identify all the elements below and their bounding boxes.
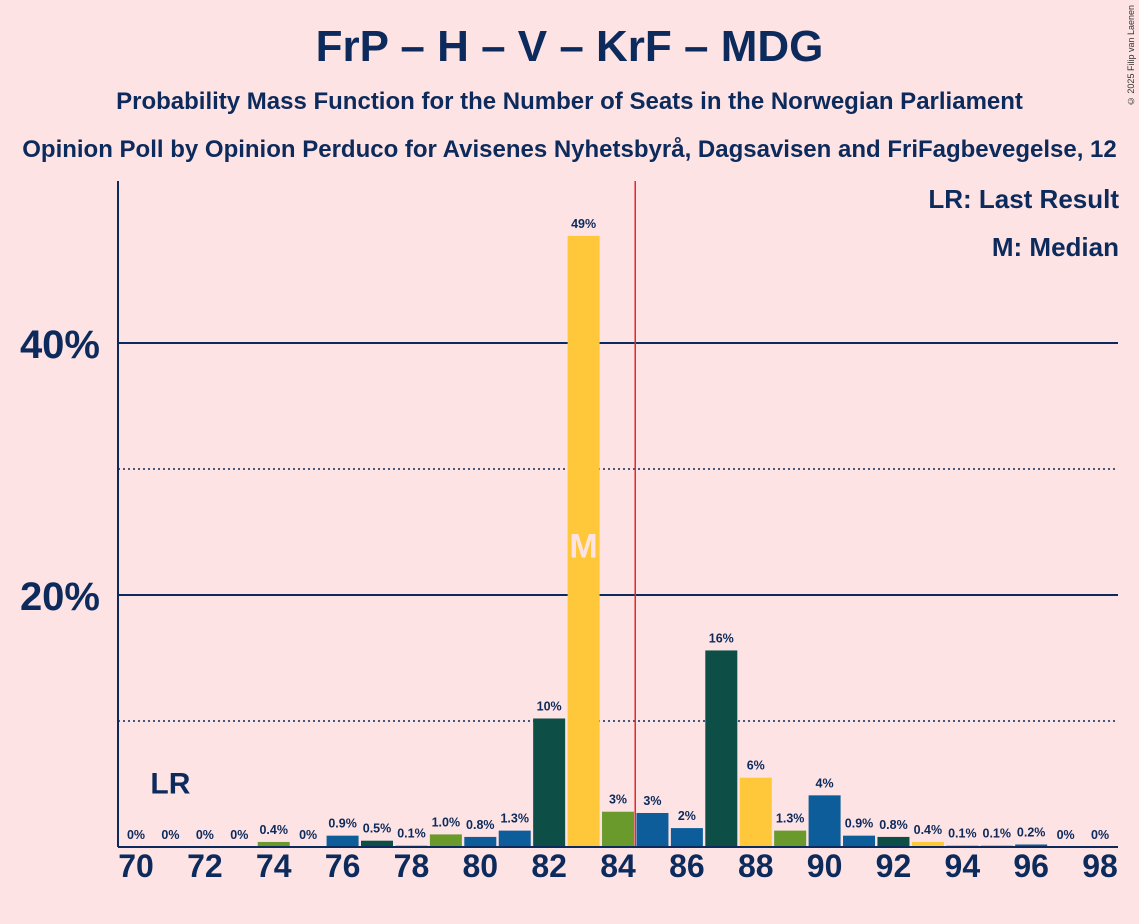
legend-last-result: LR: Last Result xyxy=(928,184,1119,214)
last-result-marker: LR xyxy=(150,768,190,801)
bar-label-seat-77: 0.5% xyxy=(363,822,392,836)
y-tick-label: 40% xyxy=(20,323,100,367)
bar-label-seat-88: 6% xyxy=(747,759,765,773)
bar-seat-79 xyxy=(429,834,462,847)
bar-seat-80 xyxy=(464,836,497,847)
bar-seat-92 xyxy=(877,836,910,847)
bar-label-seat-73: 0% xyxy=(230,828,248,842)
bar-seat-89 xyxy=(774,830,807,847)
y-tick-label: 20% xyxy=(20,575,100,619)
bar-label-seat-85: 3% xyxy=(643,794,661,808)
bar-seat-76 xyxy=(326,835,359,847)
x-tick-label: 84 xyxy=(600,848,636,884)
x-tick-label: 74 xyxy=(256,848,292,884)
x-tick-label: 82 xyxy=(531,848,567,884)
bar-seat-85 xyxy=(636,812,669,847)
x-tick-label: 72 xyxy=(187,848,223,884)
chart-title: FrP – H – V – KrF – MDG xyxy=(315,22,824,71)
bar-label-seat-94: 0.1% xyxy=(948,827,977,841)
x-tick-label: 78 xyxy=(394,848,430,884)
bar-seat-93 xyxy=(911,841,944,847)
x-tick-label: 92 xyxy=(876,848,912,884)
bar-label-seat-70: 0% xyxy=(127,828,145,842)
bar-label-seat-74: 0.4% xyxy=(259,823,288,837)
bar-label-seat-96: 0.2% xyxy=(1017,825,1046,839)
bar-label-seat-79: 1.0% xyxy=(432,815,461,829)
bar-seat-88 xyxy=(739,777,772,847)
bar-seat-74 xyxy=(257,841,290,847)
bar-label-seat-78: 0.1% xyxy=(397,827,426,841)
bar-seat-77 xyxy=(361,840,394,847)
x-tick-label: 80 xyxy=(463,848,499,884)
bar-seat-87 xyxy=(705,650,738,847)
bar-label-seat-83: 49% xyxy=(571,217,596,231)
chart-subtitle: Probability Mass Function for the Number… xyxy=(116,88,1023,115)
bar-label-seat-86: 2% xyxy=(678,809,696,823)
median-marker: M xyxy=(569,528,597,566)
legend-median: M: Median xyxy=(991,232,1119,262)
bar-seat-91 xyxy=(843,835,876,847)
bar-seat-83 xyxy=(567,235,600,847)
bar-label-seat-92: 0.8% xyxy=(879,818,908,832)
bar-label-seat-97: 0% xyxy=(1057,828,1075,842)
bar-label-seat-95: 0.1% xyxy=(983,827,1012,841)
bar-label-seat-72: 0% xyxy=(196,828,214,842)
bar-seat-84 xyxy=(602,811,635,847)
bar-label-seat-76: 0.9% xyxy=(328,817,357,831)
bar-label-seat-80: 0.8% xyxy=(466,818,495,832)
x-tick-label: 70 xyxy=(118,848,154,884)
x-tick-label: 98 xyxy=(1082,848,1118,884)
x-tick-label: 96 xyxy=(1013,848,1049,884)
bar-label-seat-82: 10% xyxy=(537,699,562,713)
bar-seat-86 xyxy=(670,828,703,847)
x-tick-label: 76 xyxy=(325,848,361,884)
bar-label-seat-91: 0.9% xyxy=(845,817,874,831)
chart-source: Opinion Poll by Opinion Perduco for Avis… xyxy=(22,136,1117,163)
bar-label-seat-84: 3% xyxy=(609,793,627,807)
bar-label-seat-71: 0% xyxy=(161,828,179,842)
bar-seat-81 xyxy=(498,830,531,847)
bar-label-seat-81: 1.3% xyxy=(500,812,529,826)
x-tick-label: 94 xyxy=(945,848,981,884)
bar-seat-96 xyxy=(1015,844,1048,847)
bar-label-seat-93: 0.4% xyxy=(914,823,943,837)
x-tick-label: 88 xyxy=(738,848,774,884)
bar-label-seat-75: 0% xyxy=(299,828,317,842)
x-tick-label: 86 xyxy=(669,848,705,884)
bar-seat-82 xyxy=(533,718,566,847)
x-tick-label: 90 xyxy=(807,848,843,884)
bar-label-seat-89: 1.3% xyxy=(776,812,805,826)
bar-label-seat-98: 0% xyxy=(1091,828,1109,842)
bar-seat-90 xyxy=(808,795,841,847)
bar-label-seat-87: 16% xyxy=(709,631,734,645)
bar-label-seat-90: 4% xyxy=(816,776,834,790)
